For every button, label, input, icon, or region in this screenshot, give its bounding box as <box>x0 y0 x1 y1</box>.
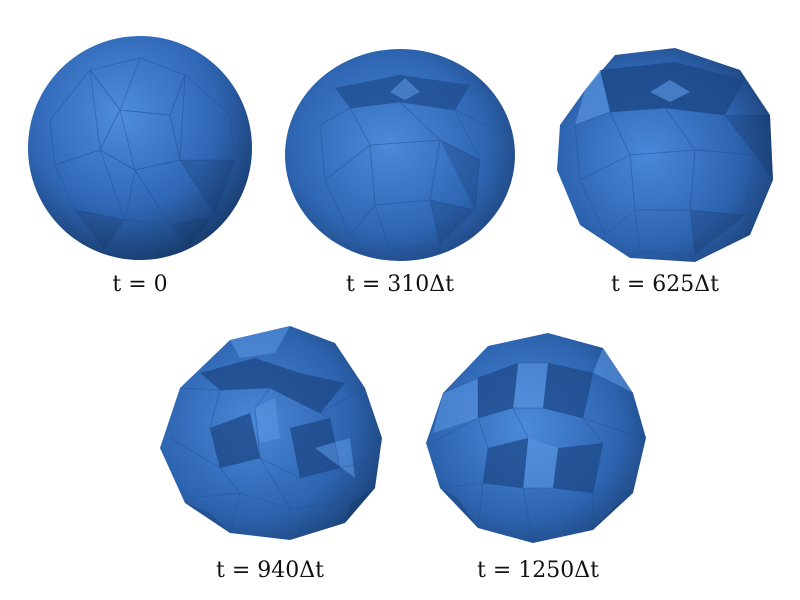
sphere-render-t310 <box>285 49 515 261</box>
sphere-render-t940 <box>160 326 382 540</box>
sphere-render-t1250 <box>426 333 646 544</box>
panel-caption: t = 940Δt <box>216 558 324 583</box>
sphere-body <box>28 36 252 260</box>
panel-t310: t = 310Δt <box>280 30 520 325</box>
surface-wrinkles <box>478 363 603 493</box>
panel-caption: t = 0 <box>112 272 168 297</box>
panel-caption: t = 310Δt <box>346 272 454 297</box>
panel-t625: t = 625Δt <box>545 30 785 325</box>
surface-wrinkles <box>200 358 345 478</box>
panel-t940: t = 940Δt <box>150 318 390 590</box>
sphere-render-t625 <box>557 48 773 262</box>
facet-mesh <box>574 107 756 256</box>
facet-mesh <box>169 387 381 540</box>
facet-mesh <box>429 362 644 544</box>
panel-caption: t = 625Δt <box>611 272 719 297</box>
sphere-render-t0 <box>28 36 252 260</box>
panel-t1250: t = 1250Δt <box>418 318 658 590</box>
panel-t0: t = 0 <box>20 30 260 325</box>
facet-mesh <box>49 57 236 256</box>
facet-mesh <box>319 101 486 251</box>
panel-caption: t = 1250Δt <box>477 558 599 583</box>
